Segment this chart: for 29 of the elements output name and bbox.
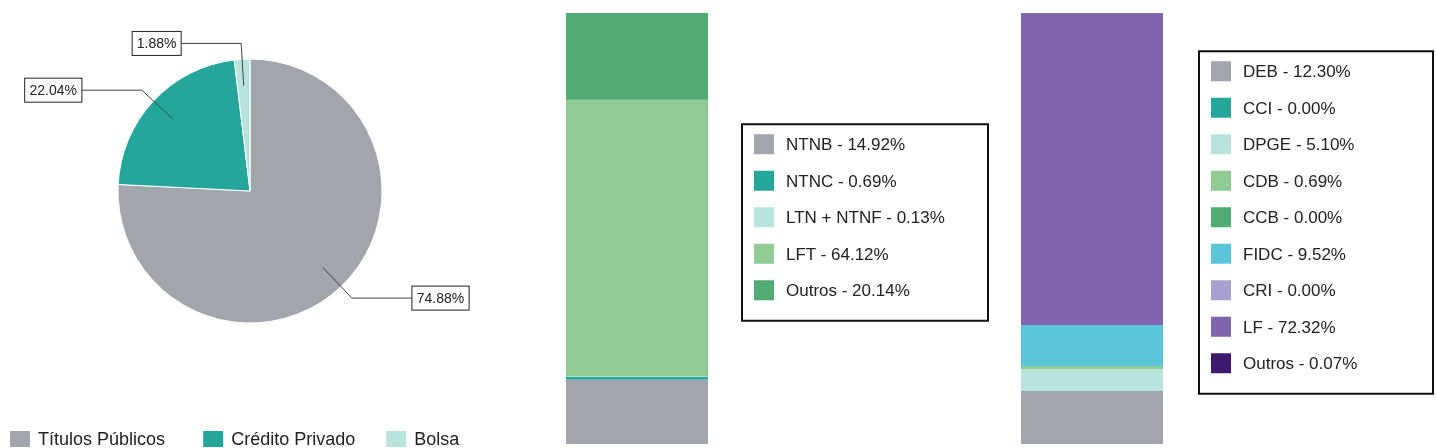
data-label: 1.88% bbox=[136, 35, 177, 52]
bar bbox=[1021, 390, 1163, 444]
legend-label: LTN + NTNF - 0.13% bbox=[786, 208, 945, 228]
legend-label: LFT - 64.12% bbox=[786, 244, 889, 264]
bar bbox=[1021, 369, 1163, 391]
legend-label: CDB - 0.69% bbox=[1243, 171, 1343, 191]
legend-label: CCI - 0.00% bbox=[1243, 98, 1336, 118]
legend-label: Títulos Públicos bbox=[38, 429, 166, 448]
legend-label: Outros - 0.07% bbox=[1243, 354, 1358, 374]
bar bbox=[1021, 366, 1163, 370]
legend-label: Bolsa bbox=[414, 429, 461, 448]
legend-label: Crédito Privado bbox=[231, 429, 356, 448]
bar bbox=[566, 379, 708, 444]
data-label: 74.88% bbox=[416, 290, 465, 307]
legend-label: LF - 72.32% bbox=[1243, 317, 1336, 337]
legend-label: CRI - 0.00% bbox=[1243, 281, 1336, 301]
bar bbox=[1021, 13, 1163, 325]
legend-label: Outros - 20.14% bbox=[786, 281, 910, 301]
bar bbox=[566, 13, 708, 100]
data-label: 22.04% bbox=[29, 82, 78, 99]
legend-label: DEB - 12.30% bbox=[1243, 62, 1351, 82]
legend-label: CCB - 0.00% bbox=[1243, 208, 1343, 228]
legend-label: DPGE - 5.10% bbox=[1243, 135, 1355, 155]
pie-slice bbox=[117, 58, 383, 324]
legend-label: NTNC - 0.69% bbox=[786, 171, 897, 191]
bar bbox=[1021, 325, 1163, 367]
legend-label: FIDC - 9.52% bbox=[1243, 244, 1346, 264]
bar bbox=[566, 99, 708, 377]
legend-label: NTNB - 14.92% bbox=[786, 135, 906, 155]
